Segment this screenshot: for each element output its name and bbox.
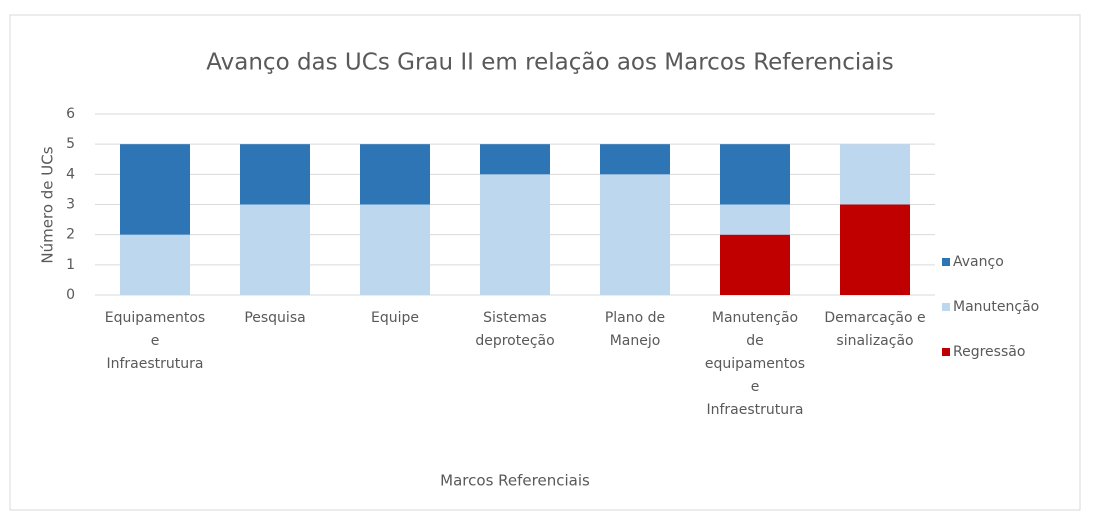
legend-swatch xyxy=(942,303,950,311)
bar-segment xyxy=(480,144,550,175)
legend-swatch xyxy=(942,258,950,266)
x-tick-label: Manutenção de equipamentos e Infraestrut… xyxy=(704,310,806,418)
x-axis-title: Marcos Referenciais xyxy=(440,472,590,490)
legend-label: Regressão xyxy=(953,344,1025,360)
legend-label: Manutenção xyxy=(953,299,1039,315)
bar-segment xyxy=(600,174,670,295)
x-tick-label: Equipamentos e Infraestrutura xyxy=(104,310,206,372)
x-tick-label: Demarcação e sinalização xyxy=(824,310,926,349)
x-tick-label: Sistemas deproteção xyxy=(475,310,555,349)
bar-segment xyxy=(480,174,550,295)
bar-segment xyxy=(720,144,790,205)
y-tick-label: 2 xyxy=(66,227,75,243)
legend-label: Avanço xyxy=(953,254,1004,270)
bar-segment xyxy=(840,204,910,295)
bar-segment xyxy=(120,144,190,235)
y-tick-label: 1 xyxy=(66,257,75,273)
x-tick-label: Equipe xyxy=(371,310,419,326)
legend-swatch xyxy=(942,348,950,356)
x-tick-label: Plano de Manejo xyxy=(604,310,666,349)
chart-title: Avanço das UCs Grau II em relação aos Ma… xyxy=(206,50,893,76)
y-axis-title: Número de UCs xyxy=(39,146,57,263)
y-tick-label: 3 xyxy=(66,197,75,213)
bar-segment xyxy=(360,204,430,295)
y-tick-label: 5 xyxy=(66,136,75,152)
y-tick-label: 4 xyxy=(66,166,75,182)
y-tick-label: 0 xyxy=(66,287,75,303)
y-tick-label: 6 xyxy=(66,106,75,122)
bar-segment xyxy=(720,234,790,295)
bar-segment xyxy=(240,204,310,295)
bar-segment xyxy=(600,144,670,175)
bar-segment xyxy=(240,144,310,205)
x-tick-label: Pesquisa xyxy=(244,310,306,326)
bar-segment xyxy=(120,234,190,295)
bar-segment xyxy=(360,144,430,205)
bar-segment xyxy=(720,204,790,235)
bar-segment xyxy=(840,144,910,205)
